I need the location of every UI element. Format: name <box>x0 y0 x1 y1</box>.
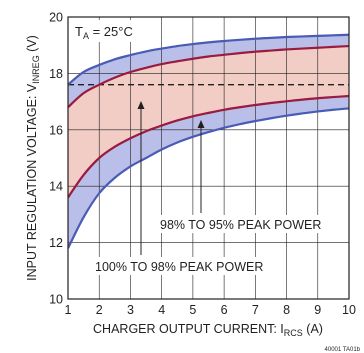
y-axis-label-main: INPUT REGULATION VOLTAGE: V <box>25 83 39 281</box>
x-tick-labels: 1 2 3 4 5 6 7 8 9 10 <box>65 303 356 317</box>
x-axis-label-main: CHARGER OUTPUT CURRENT: I <box>93 322 284 336</box>
y-tick-label: 14 <box>49 180 63 194</box>
ta-label-bg <box>71 20 157 42</box>
plot-frame <box>67 16 350 300</box>
x-tick-label: 9 <box>314 303 321 317</box>
annotation-98-95: 98% TO 95% PEAK POWER <box>160 218 321 232</box>
x-axis-label: CHARGER OUTPUT CURRENT: IRCS (A) <box>93 322 323 338</box>
y-tick-label: 18 <box>49 67 63 81</box>
x-tick-label: 6 <box>221 303 228 317</box>
x-tick-label: 5 <box>189 303 196 317</box>
series-lines <box>68 33 349 249</box>
inner-band-area <box>68 46 349 198</box>
y-axis-label-unit: (V) <box>25 35 39 55</box>
x-tick-label: 4 <box>158 303 165 317</box>
x-axis-label-sub: RCS <box>284 328 303 338</box>
annotation-2-bg <box>93 257 271 275</box>
y-axis-label-sub: INREG <box>31 55 41 84</box>
ta-label-sub: A <box>83 31 89 41</box>
series-line-inner-upper <box>68 44 349 109</box>
annotation-100-98: 100% TO 98% PEAK POWER <box>95 260 263 274</box>
x-tick-label: 7 <box>252 303 259 317</box>
grid-lines <box>68 17 349 299</box>
y-axis-label: INPUT REGULATION VOLTAGE: VINREG (V) <box>25 35 41 281</box>
y-tick-label: 20 <box>49 11 63 25</box>
ta-label-main: T <box>75 24 83 39</box>
x-tick-label: 1 <box>65 303 72 317</box>
series-line-inner-lower <box>68 94 349 199</box>
annotation-1-bg <box>158 215 328 233</box>
y-tick-label: 10 <box>49 293 63 307</box>
series-line-outer-lower <box>68 107 349 249</box>
y-tick-label: 16 <box>49 123 63 137</box>
x-tick-label: 8 <box>283 303 290 317</box>
ta-label-rest: = 25°C <box>89 24 133 39</box>
series-line-outer-upper <box>68 33 349 86</box>
x-tick-label: 3 <box>127 303 134 317</box>
arrow-100-98 <box>137 101 145 255</box>
x-tick-label: 2 <box>96 303 103 317</box>
arrow-98-95 <box>197 120 205 213</box>
x-axis-label-unit: (A) <box>303 322 323 336</box>
x-tick-label: 10 <box>342 303 356 317</box>
y-tick-labels: 10 12 14 16 18 20 <box>49 11 63 307</box>
figure-id: 40001 TA01b <box>325 347 361 353</box>
y-tick-label: 12 <box>49 236 63 250</box>
ta-label: TA = 25°C <box>75 24 133 41</box>
